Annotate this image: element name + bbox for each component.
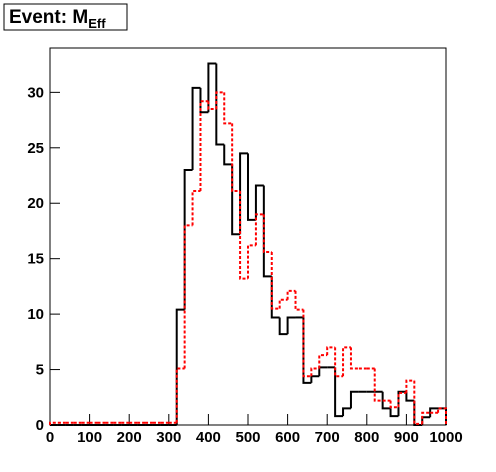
histogram-bin <box>373 368 383 402</box>
histogram-bin <box>239 152 248 235</box>
histogram-bin <box>262 185 272 278</box>
x-tick-label: 0 <box>46 429 54 446</box>
histogram-bin <box>199 100 209 192</box>
histogram-bin <box>389 408 399 418</box>
histogram-bin <box>183 168 193 310</box>
histogram-bin <box>294 290 304 311</box>
histogram-bin <box>239 191 248 280</box>
y-tick-label: 5 <box>36 362 44 379</box>
x-tick-label: 100 <box>77 429 102 446</box>
histogram-bin <box>270 252 280 310</box>
y-tick-label: 0 <box>36 417 44 434</box>
x-tick-label: 200 <box>117 429 142 446</box>
histogram-bin <box>247 153 256 221</box>
y-tick-label: 25 <box>27 140 44 157</box>
y-tick-label: 15 <box>27 251 44 268</box>
histogram-bin <box>223 144 233 166</box>
histogram-bin <box>413 400 423 426</box>
histogram-bin <box>437 407 447 425</box>
histogram-bin <box>175 367 185 423</box>
histogram-bin <box>334 367 344 418</box>
histogram-bin <box>310 375 320 383</box>
y-tick-label: 20 <box>27 195 44 212</box>
histogram-bin <box>349 390 359 409</box>
histogram-bin <box>405 379 415 393</box>
histogram-bin <box>207 62 217 113</box>
y-tick-label: 10 <box>27 306 44 323</box>
histogram-bin <box>405 391 415 402</box>
chart-title: Event: MEff <box>9 7 106 31</box>
histogram-bin <box>318 366 328 377</box>
histogram-bin <box>421 411 431 424</box>
histogram-bin <box>270 276 280 319</box>
x-tick-label: 800 <box>354 429 379 446</box>
histogram-bin <box>183 224 193 369</box>
histogram-bin <box>199 87 209 114</box>
histogram-bin <box>397 391 407 408</box>
histogram-bin <box>278 317 288 336</box>
title-subscript: Eff <box>88 16 106 31</box>
x-tick-label: 600 <box>275 429 300 446</box>
y-tick-label: 30 <box>27 84 44 101</box>
histogram-bin <box>49 421 58 425</box>
plot-frame <box>49 47 447 426</box>
histogram-bin <box>349 347 359 370</box>
title-main: Event: M <box>9 7 88 28</box>
histogram-bin <box>191 190 201 226</box>
histogram-bin <box>254 184 264 220</box>
histogram-bin <box>342 407 351 417</box>
histogram-bin <box>231 123 241 193</box>
x-tick-label: 1000 <box>429 429 462 446</box>
x-tick-label: 400 <box>196 429 221 446</box>
x-tick-label: 300 <box>156 429 181 446</box>
histogram-bin <box>191 86 201 170</box>
histogram-bin <box>310 367 320 377</box>
x-tick-label: 500 <box>235 429 260 446</box>
histogram-bin <box>429 407 439 418</box>
histogram-bin <box>254 213 264 246</box>
histogram-bin <box>231 164 241 236</box>
histogram-bin <box>389 400 399 409</box>
histogram-bin <box>326 346 336 356</box>
histogram-bin <box>223 92 233 125</box>
histogram-bin <box>207 101 217 110</box>
histogram-bin <box>397 390 407 417</box>
histogram-bin <box>247 244 256 279</box>
histogram-bin <box>262 214 272 254</box>
histogram-bin <box>381 391 391 410</box>
histogram-bin <box>413 380 423 425</box>
histogram-bin <box>215 63 225 146</box>
histogram-bin <box>302 317 312 384</box>
histogram-bin <box>334 347 344 378</box>
histogram-bin <box>215 91 225 109</box>
x-tick-label: 700 <box>315 429 340 446</box>
title-box <box>3 3 128 31</box>
histogram-bin <box>438 407 447 425</box>
histogram-bin <box>278 298 288 309</box>
x-tick-label: 900 <box>394 429 419 446</box>
histogram-bin <box>421 416 431 425</box>
histogram-bin <box>175 308 185 425</box>
histogram-bin <box>286 316 296 335</box>
histogram-bin <box>302 309 312 378</box>
histogram-bin <box>342 346 351 377</box>
histogram-bin <box>286 289 296 300</box>
